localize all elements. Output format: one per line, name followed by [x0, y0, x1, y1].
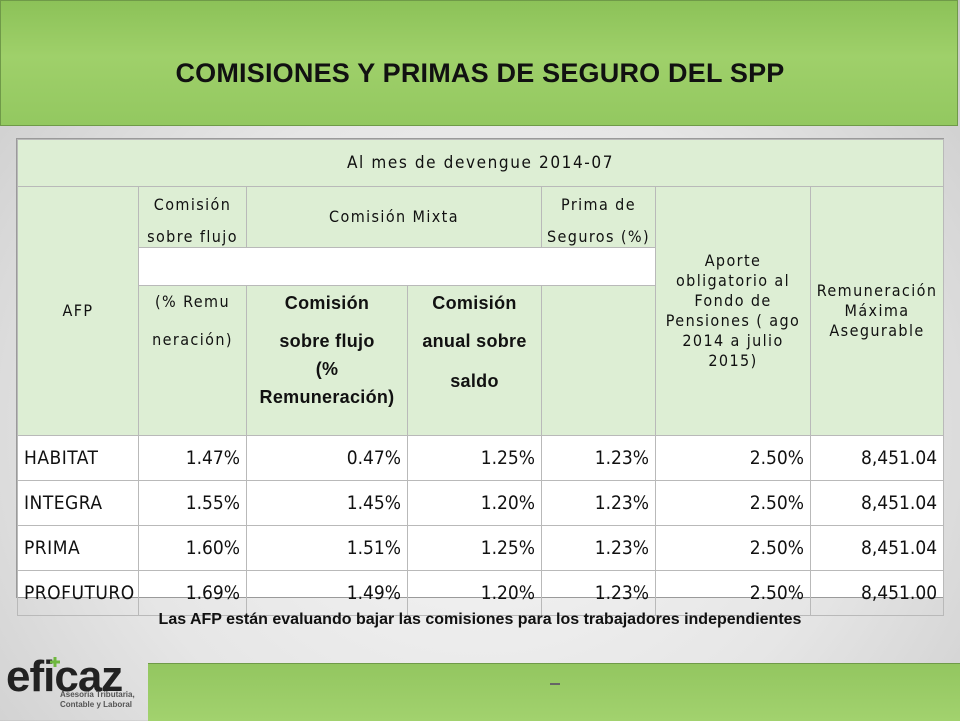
bottom-dash	[550, 683, 560, 685]
commissions-table-container: Al mes de devengue 2014-07 AFP Comisión …	[16, 138, 945, 616]
afp-name: PROFUTURO	[17, 570, 139, 616]
flujo-value: 1.55%	[138, 480, 247, 526]
rma-value: 8,451.00	[809, 570, 945, 616]
mixta-flujo-value: 0.47%	[246, 435, 408, 481]
rma-value: 8,451.04	[809, 435, 945, 481]
flujo-sub-line1: (% Remu	[155, 292, 230, 311]
logo-subtitle-line1: Asesoría Tributaria,	[60, 690, 135, 699]
flujo-value: 1.47%	[138, 435, 247, 481]
prima-header-line2: Seguros (%)	[546, 227, 651, 246]
rma-value: 8,451.04	[809, 525, 945, 571]
mixta-saldo-value: 1.25%	[407, 525, 542, 571]
rma-header: Remuneración Máxima Asegurable	[809, 186, 945, 436]
logo-plus-icon	[50, 657, 60, 667]
prima-header-line1: Prima de	[561, 195, 636, 214]
flujo-header-line1: Comisión	[153, 195, 232, 214]
mixta-flujo-subheader: Comisión sobre flujo (% Remuneración)	[246, 285, 408, 436]
afp-header: AFP	[17, 186, 139, 436]
flujo-header-top: Comisión sobre flujo	[138, 186, 247, 248]
table-row: PRIMA 1.60% 1.51% 1.25% 1.23% 2.50% 8,45…	[17, 525, 945, 571]
aporte-header: Aporte obligatorio al Fondo de Pensiones…	[655, 186, 811, 436]
prima-value: 1.23%	[541, 480, 656, 526]
mixta-flujo-line4: Remuneración)	[259, 386, 395, 407]
rma-value: 8,451.04	[809, 480, 945, 526]
flujo-value: 1.69%	[138, 570, 247, 616]
flujo-sub-line2: neración)	[152, 330, 233, 349]
prima-subheader-empty	[541, 285, 656, 436]
table-row: INTEGRA 1.55% 1.45% 1.20% 1.23% 2.50% 8,…	[17, 480, 945, 526]
mixta-saldo-value: 1.20%	[407, 480, 542, 526]
logo-wordmark: eficaz	[6, 652, 123, 701]
bottom-banner	[148, 663, 960, 721]
page-title: COMISIONES Y PRIMAS DE SEGURO DEL SPP	[175, 58, 785, 88]
logo-subtitle: Asesoría Tributaria, Contable y Laboral	[60, 690, 135, 710]
mixta-saldo-line3: saldo	[450, 370, 499, 391]
flujo-header-line2: sobre flujo	[147, 227, 238, 246]
logo-subtitle-line2: Contable y Laboral	[60, 700, 133, 709]
mixta-saldo-value: 1.25%	[407, 435, 542, 481]
mixta-flujo-value: 1.49%	[246, 570, 408, 616]
afp-name: PRIMA	[17, 525, 139, 571]
mixta-header: Comisión Mixta	[246, 186, 542, 248]
table-row: PROFUTURO 1.69% 1.49% 1.20% 1.23% 2.50% …	[17, 570, 945, 616]
aporte-value: 2.50%	[655, 435, 811, 481]
aporte-value: 2.50%	[655, 480, 811, 526]
title-banner	[0, 0, 958, 126]
afp-name: INTEGRA	[17, 480, 139, 526]
footer-note: Las AFP están evaluando bajar las comisi…	[158, 611, 802, 628]
commissions-table: Al mes de devengue 2014-07 AFP Comisión …	[16, 139, 945, 616]
prima-value: 1.23%	[541, 525, 656, 571]
prima-header: Prima de Seguros (%)	[541, 186, 656, 248]
prima-value: 1.23%	[541, 570, 656, 616]
afp-name: HABITAT	[17, 435, 139, 481]
mixta-saldo-value: 1.20%	[407, 570, 542, 616]
flujo-value: 1.60%	[138, 525, 247, 571]
mixta-flujo-line1: Comisión	[284, 293, 370, 313]
table-row: HABITAT 1.47% 0.47% 1.25% 1.23% 2.50% 8,…	[17, 435, 945, 481]
mixta-saldo-line1: Comisión	[432, 293, 517, 313]
mixta-flujo-line2: sobre flujo	[279, 330, 375, 351]
period-header: Al mes de devengue 2014-07	[16, 139, 945, 187]
mixta-saldo-line2: anual sobre	[422, 330, 527, 351]
aporte-value: 2.50%	[655, 525, 811, 571]
flujo-subheader: (% Remu neración)	[138, 285, 247, 436]
prima-value: 1.23%	[541, 435, 656, 481]
mixta-flujo-value: 1.45%	[246, 480, 408, 526]
mixta-flujo-line3: (%	[315, 358, 339, 379]
mixta-flujo-value: 1.51%	[246, 525, 408, 571]
aporte-value: 2.50%	[655, 570, 811, 616]
mixta-saldo-subheader: Comisión anual sobre saldo	[407, 285, 542, 436]
eficaz-logo: eficaz Asesoría Tributaria, Contable y L…	[0, 652, 148, 720]
